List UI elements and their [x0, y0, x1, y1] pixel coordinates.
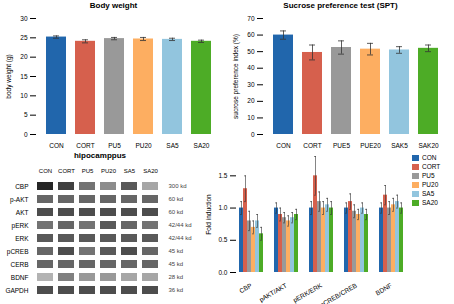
svg-text:0: 0 — [24, 131, 28, 138]
svg-text:5: 5 — [24, 111, 28, 118]
svg-text:CERB: CERB — [10, 261, 28, 268]
svg-text:70: 70 — [247, 15, 255, 22]
svg-text:25: 25 — [20, 34, 28, 41]
svg-text:300 kd: 300 kd — [169, 183, 187, 189]
svg-text:SA5: SA5 — [124, 168, 136, 174]
svg-text:28 kd: 28 kd — [169, 274, 184, 280]
svg-text:CORT: CORT — [76, 142, 94, 149]
html-text:hipocamppus: hipocamppus — [74, 151, 126, 160]
svg-text:CON: CON — [276, 142, 291, 149]
svg-text:1.0: 1.0 — [218, 204, 227, 211]
html-text:Body weight: Body weight — [89, 1, 138, 10]
svg-text:SA20: SA20 — [194, 142, 210, 149]
svg-text:pCREB/CREB: pCREB/CREB — [319, 282, 359, 304]
svg-text:15: 15 — [20, 73, 28, 80]
svg-text:PU5: PU5 — [108, 142, 121, 149]
svg-text:60 kd: 60 kd — [169, 209, 184, 215]
svg-text:0.5: 0.5 — [218, 236, 227, 243]
svg-text:0.0: 0.0 — [218, 269, 227, 276]
svg-text:10: 10 — [247, 114, 255, 121]
svg-text:PU5: PU5 — [82, 168, 94, 174]
svg-text:SA20: SA20 — [143, 168, 158, 174]
svg-text:CORT: CORT — [58, 168, 75, 174]
svg-text:Fold induction: Fold induction — [205, 194, 212, 235]
html-text:CON: CON — [422, 154, 437, 161]
svg-text:30: 30 — [247, 81, 255, 88]
svg-text:PUE5: PUE5 — [333, 142, 350, 149]
svg-text:42/44 kd: 42/44 kd — [169, 235, 192, 241]
svg-text:sucrose preference index (%): sucrose preference index (%) — [232, 34, 240, 119]
svg-text:40: 40 — [247, 64, 255, 71]
svg-text:BDNF: BDNF — [374, 282, 393, 297]
svg-text:36 kd: 36 kd — [169, 287, 184, 293]
svg-text:SAK20: SAK20 — [418, 142, 439, 149]
svg-text:CON: CON — [49, 142, 64, 149]
svg-text:AKT: AKT — [16, 209, 29, 216]
svg-text:CORT: CORT — [303, 142, 321, 149]
svg-text:1.5: 1.5 — [218, 172, 227, 179]
html-text:SA20: SA20 — [422, 199, 438, 206]
svg-text:20: 20 — [20, 53, 28, 60]
svg-text:PU20: PU20 — [101, 168, 117, 174]
svg-text:50: 50 — [247, 48, 255, 55]
svg-text:BDNF: BDNF — [11, 274, 29, 281]
svg-text:20: 20 — [247, 97, 255, 104]
svg-text:ERK: ERK — [15, 235, 29, 242]
svg-text:60 kd: 60 kd — [169, 196, 184, 202]
svg-text:PU20: PU20 — [135, 142, 152, 149]
svg-text:SAK5: SAK5 — [391, 142, 408, 149]
svg-text:pAKT/AKT: pAKT/AKT — [258, 282, 289, 304]
svg-text:42/44 kd: 42/44 kd — [169, 222, 192, 228]
svg-text:GAPDH: GAPDH — [5, 287, 28, 294]
html-text:Sucrose preference test (SPT): Sucrose preference test (SPT) — [283, 1, 398, 10]
svg-text:SA5: SA5 — [166, 142, 179, 149]
html-text:PU20: PU20 — [422, 181, 439, 188]
svg-text:10: 10 — [20, 92, 28, 99]
html-text:PU5: PU5 — [422, 172, 435, 179]
svg-text:pCREB: pCREB — [7, 248, 29, 256]
svg-text:pERK: pERK — [12, 222, 30, 230]
svg-text:p-AKT: p-AKT — [10, 196, 28, 204]
html-text:CORT: CORT — [422, 163, 441, 170]
svg-text:45 kd: 45 kd — [169, 261, 184, 267]
svg-text:60: 60 — [247, 31, 255, 38]
svg-text:30: 30 — [20, 15, 28, 22]
svg-text:CBP: CBP — [238, 282, 253, 295]
svg-text:CBP: CBP — [15, 183, 28, 190]
html-text:SA5: SA5 — [422, 190, 435, 197]
svg-text:body weight (g): body weight (g) — [5, 54, 13, 98]
svg-text:CON: CON — [39, 168, 52, 174]
svg-text:0: 0 — [251, 131, 255, 138]
svg-text:pERK/ERK: pERK/ERK — [292, 281, 324, 304]
svg-text:PUE20: PUE20 — [360, 142, 381, 149]
svg-text:45 kd: 45 kd — [169, 248, 184, 254]
